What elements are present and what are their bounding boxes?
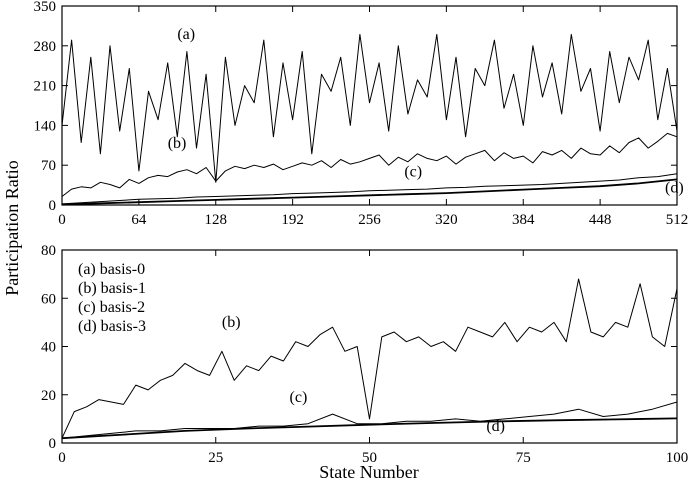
- x-tick-label: 320: [435, 212, 458, 228]
- y-tick-label: 20: [41, 388, 56, 404]
- plot-frame: [61, 5, 678, 206]
- series-label-c: (c): [290, 389, 308, 406]
- y-tick-label: 60: [41, 291, 56, 307]
- x-tick-label: 0: [58, 450, 66, 466]
- y-tick-label: 280: [34, 39, 57, 55]
- series-label-a: (a): [177, 26, 195, 43]
- legend-entry: (d) basis-3: [78, 318, 146, 335]
- series-label-d: (d): [665, 179, 684, 196]
- y-tick-label: 210: [34, 79, 57, 95]
- series-label-b: (b): [222, 314, 241, 331]
- series-label-b: (b): [168, 135, 187, 152]
- x-tick-label: 64: [131, 212, 147, 228]
- bottom-panel: 0 25 50 75 100 0 20 40 60 80 (b) (c) (d): [41, 243, 688, 466]
- x-tick-label: 50: [362, 450, 377, 466]
- x-tick-label: 448: [589, 212, 612, 228]
- series-line-d: [61, 417, 678, 440]
- series-label-c: (c): [404, 164, 422, 181]
- legend: (a) basis-0 (b) basis-1 (c) basis-2 (d) bas…: [78, 261, 146, 335]
- legend-entry: (b) basis-1: [78, 280, 146, 297]
- series-label-d: (d): [486, 418, 505, 435]
- x-tick-label: 100: [666, 450, 689, 466]
- y-tick-label: 0: [49, 198, 57, 214]
- y-tick-label: 70: [41, 158, 56, 174]
- series-line-c: [61, 401, 678, 439]
- x-tick-label: 75: [516, 450, 531, 466]
- x-tick-label: 384: [512, 212, 535, 228]
- legend-entry: (a) basis-0: [78, 261, 145, 278]
- series-line-a: [61, 33, 678, 183]
- series-line-d: [61, 178, 678, 206]
- plot-frame: [61, 249, 678, 444]
- x-tick-label: 192: [281, 212, 304, 228]
- y-tick-label: 80: [41, 243, 56, 259]
- x-tick-label: 0: [58, 212, 66, 228]
- y-tick-label: 350: [34, 0, 57, 15]
- series-line-c: [61, 173, 678, 205]
- x-tick-label: 128: [205, 212, 228, 228]
- x-tick-label: 256: [358, 212, 381, 228]
- x-tick-label: 25: [208, 450, 223, 466]
- series-line-b: [61, 132, 678, 197]
- y-tick-label: 40: [41, 340, 56, 356]
- y-axis-title: Participation Ratio: [2, 160, 22, 295]
- x-axis-title: State Number: [319, 462, 418, 482]
- y-tick-label: 0: [49, 436, 57, 452]
- series-line-b: [61, 278, 678, 439]
- y-tick-label: 140: [34, 118, 57, 134]
- legend-entry: (c) basis-2: [78, 299, 145, 316]
- x-tick-label: 512: [666, 212, 689, 228]
- top-panel: 0 64 128 192 256 320 384 448 512 0 70 140 210 280 350 (…: [34, 0, 689, 228]
